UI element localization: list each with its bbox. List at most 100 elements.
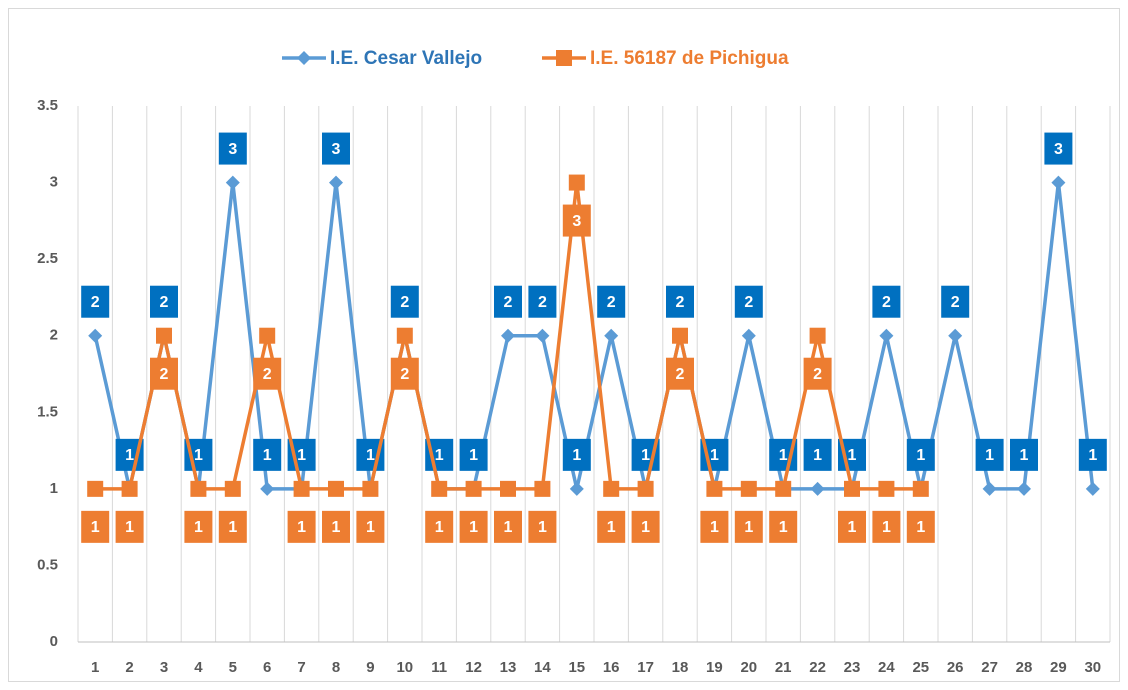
data-label: 1 [710,519,719,536]
data-label-box [1044,132,1073,165]
x-tick-label: 15 [568,659,585,676]
data-label-box [1010,438,1038,471]
data-label: 1 [848,519,857,536]
data-label-box [734,510,763,543]
data-label: 2 [504,294,513,311]
data-label: 1 [91,519,100,536]
data-label: 3 [228,141,237,158]
data-label-box [322,510,350,543]
x-tick-label: 25 [912,659,929,676]
point [259,327,276,344]
data-label: 2 [538,294,547,311]
y-tick-label: 3.5 [37,97,58,114]
data-label-box [803,438,832,471]
data-label: 2 [607,294,616,311]
point [810,481,825,496]
data-label-box [631,510,660,543]
data-label: 1 [916,519,925,536]
data-label: 1 [1020,447,1029,464]
data-label-box [322,132,350,165]
x-tick-label: 3 [160,659,168,676]
data-label: 2 [676,366,685,383]
point [156,327,172,344]
data-label-box [115,510,144,543]
data-label-box [872,510,901,543]
data-label: 1 [1088,447,1097,464]
x-tick-label: 28 [1016,659,1033,676]
data-label: 1 [366,447,375,464]
data-label: 1 [435,519,444,536]
x-tick-label: 4 [194,659,203,676]
data-label: 1 [125,519,134,536]
data-label: 1 [366,519,375,536]
x-tick-label: 8 [332,659,340,676]
point [1085,481,1100,496]
data-label-box [872,285,901,318]
point [88,328,103,343]
data-label-box [906,438,935,471]
data-label: 1 [297,519,306,536]
point [879,328,894,343]
y-tick-label: 0.5 [37,556,58,573]
point [500,480,516,497]
point [224,480,241,497]
point [603,480,620,497]
x-tick-label: 24 [878,659,895,676]
legend-label: I.E. Cesar Vallejo [330,48,482,69]
point [328,480,344,497]
data-label-box [494,285,522,318]
data-label: 3 [1054,141,1063,158]
point [982,481,997,496]
data-label-box [81,510,110,543]
point [465,480,482,497]
x-tick-label: 13 [500,659,517,676]
data-label: 1 [263,447,272,464]
data-label-box [597,285,626,318]
data-label-box [184,510,213,543]
data-label-box [218,510,247,543]
data-label-box [562,204,591,237]
point [1051,175,1066,190]
data-label: 1 [504,519,513,536]
data-label: 2 [951,294,960,311]
x-tick-label: 22 [809,659,826,676]
data-label-box [597,510,626,543]
point [396,327,413,344]
data-label-box [666,357,694,390]
x-tick-label: 11 [431,659,447,676]
data-label-box [356,510,385,543]
legend-label: I.E. 56187 de Pichigua [590,48,789,69]
data-label: 1 [194,447,203,464]
data-label-box [1078,438,1107,471]
x-tick-label: 27 [981,659,998,676]
y-tick-label: 1.5 [37,403,58,420]
point [293,480,310,497]
point [431,480,448,497]
data-label-box [700,510,729,543]
data-label-box [390,285,419,318]
data-label: 2 [400,366,409,383]
chart-frame [8,8,1120,682]
data-label: 1 [985,447,994,464]
data-label: 1 [538,519,547,536]
data-label: 2 [160,366,169,383]
point [844,480,860,497]
data-label: 1 [297,447,306,464]
data-label-box [769,510,798,543]
point [535,328,550,343]
point [672,327,688,344]
point [121,480,138,497]
data-label: 1 [332,519,341,536]
point [568,174,585,191]
point [637,480,654,497]
point [534,480,551,497]
data-label-box [838,510,866,543]
data-label: 1 [641,519,650,536]
data-label: 1 [744,519,753,536]
point [741,328,756,343]
data-label-box [150,357,178,390]
point [362,480,379,497]
data-label: 1 [469,447,478,464]
data-label-box [666,285,694,318]
point [775,480,792,497]
